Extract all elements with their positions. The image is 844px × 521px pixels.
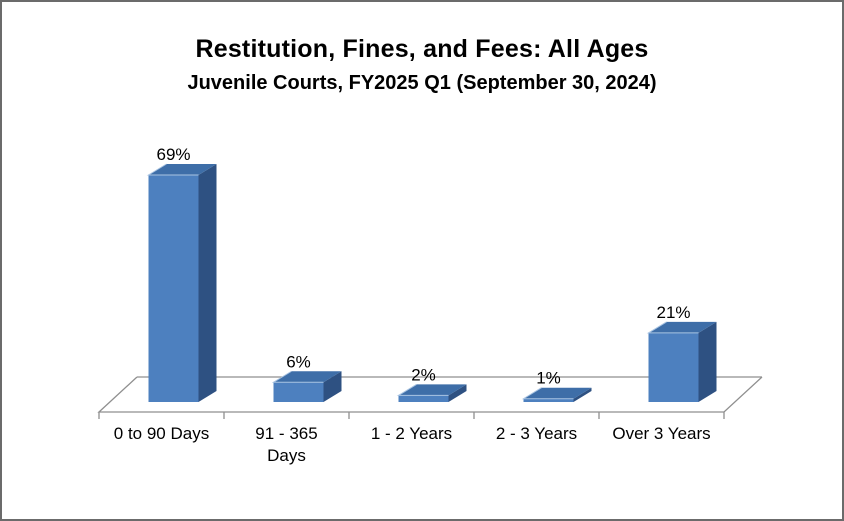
bar-value-label: 6% (286, 352, 311, 371)
floor-front-edge (97, 376, 763, 413)
bar-top-face (273, 371, 342, 383)
bar-value-label: 2% (411, 365, 436, 384)
bar-side-face (698, 321, 717, 402)
bar-top-face (648, 321, 717, 333)
category-label: 91 - 365 Days (255, 424, 318, 465)
bar-value-label: 21% (656, 303, 690, 322)
chart-title: Restitution, Fines, and Fees: All Ages (195, 35, 649, 63)
bar-value-label: 69% (156, 145, 190, 164)
bar-front-face (523, 398, 574, 402)
bar-front-face (398, 395, 449, 402)
bar-side-face (198, 163, 217, 402)
bar-top-highlight (396, 383, 449, 396)
bar-value-label: 1% (536, 369, 561, 388)
bar-side-face (573, 387, 592, 402)
bar-front-face (273, 382, 324, 402)
category-label: 1 - 2 Years (370, 424, 453, 443)
bar-side-face (323, 371, 342, 402)
chart-subtitle: Juvenile Courts, FY2025 Q1 (September 30… (187, 72, 657, 94)
bar-top-highlight (646, 321, 699, 334)
bar-front-face (648, 332, 699, 402)
bar-top-highlight (146, 163, 199, 176)
bar-side-face (448, 384, 467, 402)
bar-top-highlight (271, 370, 324, 383)
bar-top-face (148, 163, 217, 175)
category-label: Over 3 Years (612, 424, 711, 443)
category-label: 0 to 90 Days (113, 424, 210, 443)
bar-top-face (523, 387, 592, 399)
bar-top-face (398, 384, 467, 396)
bar-top-highlight (521, 387, 574, 400)
category-label: 2 - 3 Years (495, 424, 578, 443)
bar-front-face (148, 174, 199, 402)
